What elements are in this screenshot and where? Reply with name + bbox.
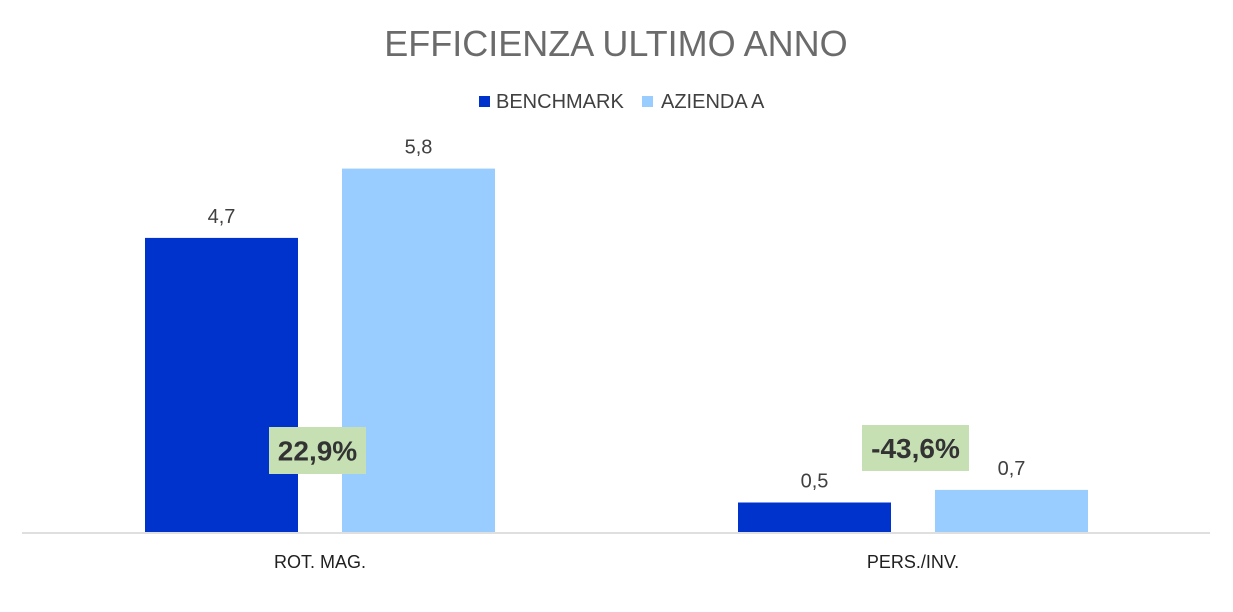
annotation-rot-mag: 22,9%	[269, 427, 366, 474]
legend-swatch-azienda-a	[642, 96, 653, 107]
data-label-azienda-a-rot-mag: 5,8	[405, 137, 433, 159]
legend: BENCHMARK AZIENDA A	[479, 91, 765, 113]
legend-label-benchmark: BENCHMARK	[496, 91, 624, 113]
legend-label-azienda-a: AZIENDA A	[661, 91, 765, 113]
plot-area: 4,7 5,8 ROT. MAG. 0,5 0,7 PERS./INV. 22,9% -43,…	[143, 137, 1090, 572]
annotation-text: -43,6%	[871, 433, 960, 464]
annotation-pers-inv: -43,6%	[862, 425, 969, 471]
data-label-azienda-a-pers-inv: 0,7	[998, 458, 1026, 480]
annotation-text: 22,9%	[278, 436, 357, 467]
bar-azienda-a-rot-mag	[340, 166, 497, 534]
data-label-benchmark-rot-mag: 4,7	[208, 206, 236, 228]
data-label-benchmark-pers-inv: 0,5	[801, 471, 829, 493]
annotation-box	[862, 425, 969, 471]
category-label-rot-mag: ROT. MAG.	[274, 552, 366, 572]
bar-azienda-a-pers-inv	[933, 487, 1090, 534]
category-label-pers-inv: PERS./INV.	[867, 552, 959, 572]
legend-swatch-benchmark	[479, 96, 490, 107]
annotation-box	[269, 427, 366, 474]
chart-title: EFFICIENZA ULTIMO ANNO	[384, 23, 847, 64]
bar-benchmark-pers-inv	[736, 500, 893, 534]
bar-benchmark-rot-mag	[143, 235, 300, 534]
